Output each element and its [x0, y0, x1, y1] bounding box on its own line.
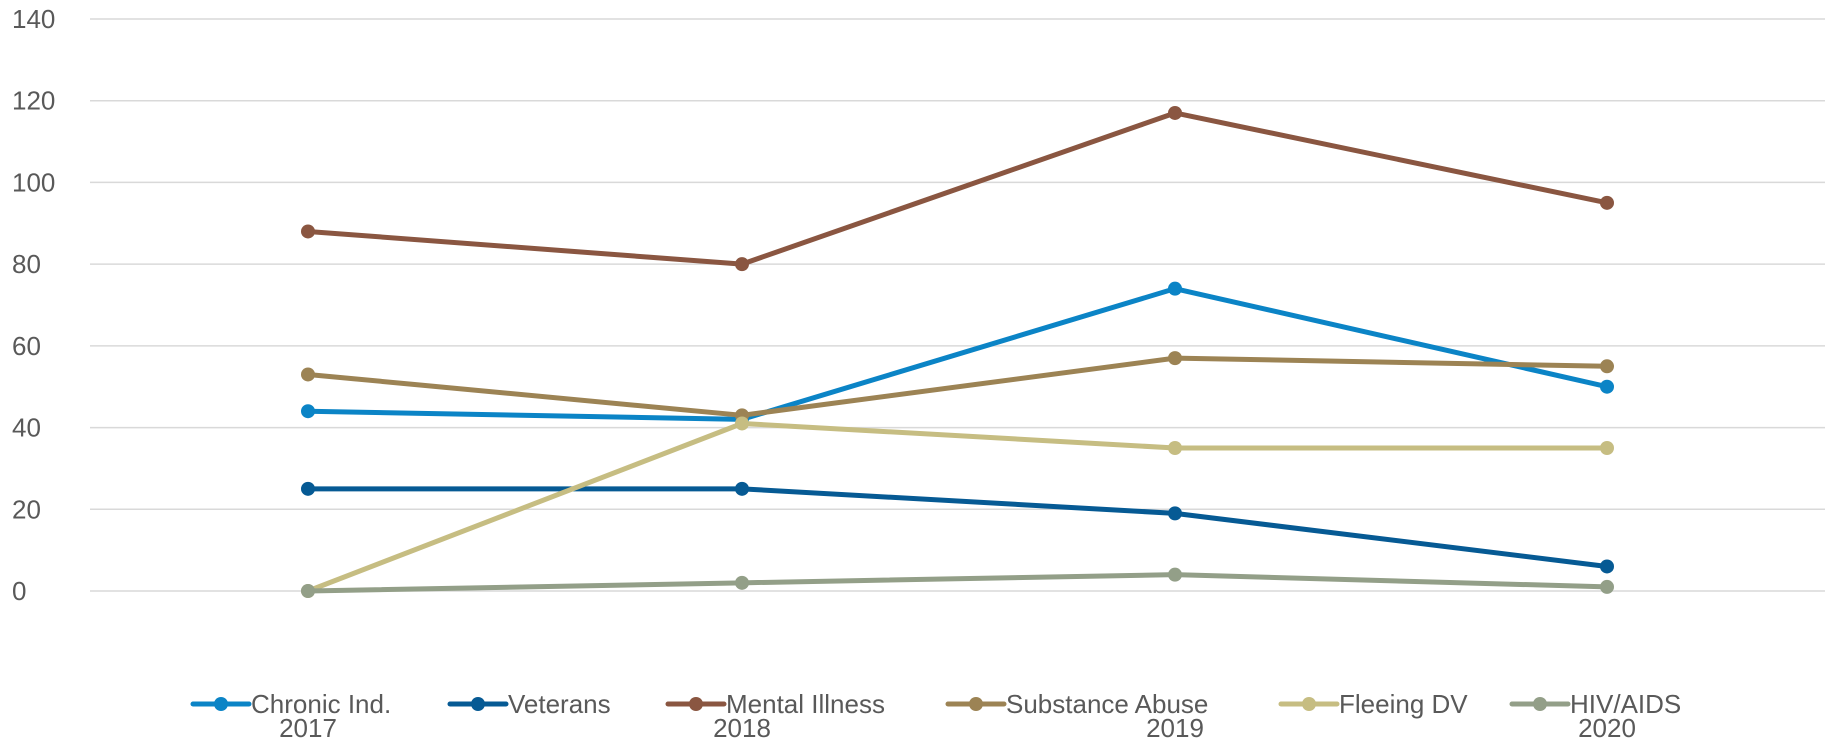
x-axis-ticks: 2017 2018 2019 2020	[279, 713, 1636, 739]
legend-item-hiv-aids: HIV/AIDS	[1509, 689, 1681, 719]
series-line-substance-abuse	[305, 355, 1610, 418]
data-point-hiv-aids-2019	[1168, 567, 1182, 582]
series-mental-illness	[301, 105, 1614, 272]
data-point-substance-abuse-2017	[301, 367, 315, 382]
x-tick-label: 2017	[279, 713, 337, 739]
legend: Chronic Ind. Veterans Mental Illness Substa…	[190, 689, 1681, 719]
legend-label: Substance Abuse	[1006, 689, 1208, 719]
gridlines	[90, 18, 1825, 592]
x-tick-label: 2019	[1146, 713, 1204, 739]
data-point-veterans-2019	[1168, 506, 1182, 521]
y-axis-ticks: 0 20 40 60 80 100 120 140	[12, 4, 55, 606]
data-point-chronic-ind-2020	[1600, 379, 1614, 394]
legend-item-fleeing-dv: Fleeing DV	[1278, 689, 1468, 719]
x-tick-label: 2018	[713, 713, 771, 739]
y-tick-label: 0	[12, 576, 26, 606]
legend-item-chronic-ind: Chronic Ind.	[190, 689, 391, 719]
series-hiv-aids	[301, 567, 1614, 598]
data-point-chronic-ind-2017	[301, 404, 315, 419]
data-point-substance-abuse-2020	[1600, 359, 1614, 374]
legend-item-veterans: Veterans	[447, 689, 611, 719]
data-point-mental-illness-2017	[301, 224, 315, 239]
series-line-chronic-ind	[305, 286, 1610, 422]
data-point-mental-illness-2020	[1600, 195, 1614, 210]
legend-label: Mental Illness	[726, 689, 885, 719]
data-point-fleeing-dv-2020	[1600, 441, 1614, 455]
data-point-mental-illness-2019	[1168, 105, 1182, 120]
legend-swatch-marker	[471, 697, 485, 711]
legend-swatch-marker	[969, 697, 983, 711]
legend-label: HIV/AIDS	[1570, 689, 1681, 719]
y-tick-label: 40	[12, 413, 41, 443]
y-tick-label: 120	[12, 86, 55, 116]
series-line-veterans	[305, 486, 1610, 569]
x-tick-label: 2020	[1578, 713, 1636, 739]
data-point-fleeing-dv-2019	[1168, 441, 1182, 455]
data-point-hiv-aids-2018	[735, 575, 749, 590]
data-point-veterans-2018	[735, 481, 749, 496]
data-point-hiv-aids-2017	[301, 584, 315, 598]
data-point-hiv-aids-2020	[1600, 579, 1614, 594]
y-tick-label: 80	[12, 249, 41, 279]
data-point-mental-illness-2018	[735, 257, 749, 272]
data-point-substance-abuse-2019	[1168, 351, 1182, 366]
legend-swatch-marker	[214, 697, 228, 711]
series-line-fleeing-dv	[305, 420, 1610, 594]
data-point-chronic-ind-2019	[1168, 281, 1182, 296]
legend-label: Chronic Ind.	[251, 689, 391, 719]
legend-swatch-marker	[1533, 697, 1547, 711]
legend-label: Fleeing DV	[1339, 689, 1468, 719]
legend-swatch-marker	[689, 697, 703, 711]
series-chronic-ind	[301, 281, 1614, 427]
data-point-veterans-2020	[1600, 559, 1614, 574]
y-tick-label: 60	[12, 331, 41, 361]
series-line-hiv-aids	[305, 572, 1610, 594]
y-tick-label: 100	[12, 167, 55, 197]
series-substance-abuse	[301, 351, 1614, 423]
legend-label: Veterans	[508, 689, 611, 719]
series-veterans	[301, 481, 1614, 574]
series-line-mental-illness	[305, 110, 1610, 267]
legend-item-substance-abuse: Substance Abuse	[945, 689, 1208, 719]
y-tick-label: 140	[12, 4, 55, 34]
series-fleeing-dv	[301, 416, 1614, 598]
legend-item-mental-illness: Mental Illness	[665, 689, 885, 719]
y-tick-label: 20	[12, 494, 41, 524]
legend-swatch-marker	[1302, 697, 1316, 711]
data-point-veterans-2017	[301, 481, 315, 496]
series-lines	[301, 105, 1614, 598]
data-point-fleeing-dv-2018	[735, 416, 749, 431]
